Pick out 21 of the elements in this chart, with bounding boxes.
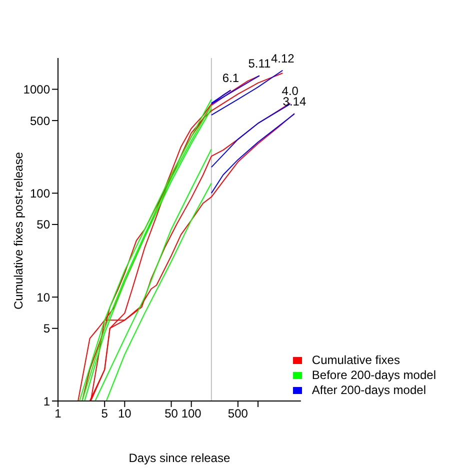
- legend-label: Cumulative fixes: [312, 353, 400, 368]
- x-axis-title: Days since release: [128, 451, 230, 465]
- x-tick-label: 10: [118, 406, 132, 421]
- x-tick-label: 500: [228, 406, 248, 421]
- x-tick-label: 50: [164, 406, 178, 421]
- x-tick-label: 5: [101, 406, 108, 421]
- y-tick-label: 10: [36, 290, 50, 304]
- legend-label: After 200-days model: [312, 383, 426, 398]
- y-tick-label: 50: [36, 218, 50, 232]
- y-tick-label: 1000: [23, 82, 50, 97]
- x-tick-label: 1: [54, 406, 62, 421]
- y-tick-label: 1: [43, 394, 50, 408]
- annotation: 6.1: [222, 71, 240, 86]
- legend-label: Before 200-days model: [312, 368, 436, 383]
- x-tick-label: 100: [181, 406, 202, 421]
- annotation: 4.12: [270, 51, 295, 66]
- y-axis-title: Cumulative fixes post-release: [11, 152, 26, 310]
- y-tick-label: 100: [30, 186, 50, 200]
- y-tick-label: 5: [43, 322, 50, 336]
- y-tick-label: 500: [30, 114, 50, 128]
- annotation: 5.11: [248, 56, 271, 71]
